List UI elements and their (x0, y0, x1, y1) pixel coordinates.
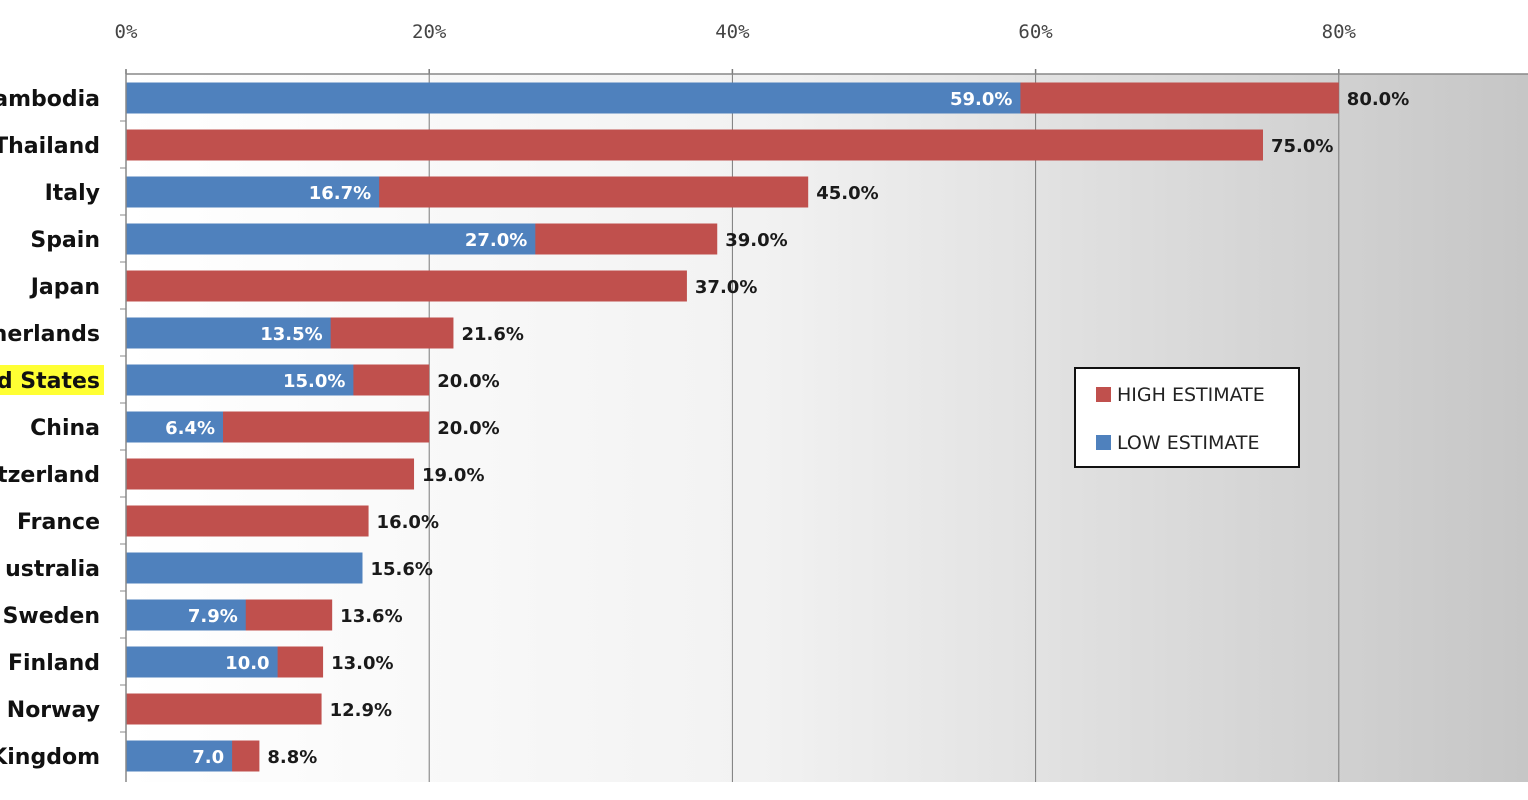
bar (126, 364, 354, 396)
category-label: tzerland (0, 463, 100, 488)
category-labels: ambodia Thailand Italy Spain Japan herlands d … (0, 87, 126, 770)
category-label: China (30, 416, 100, 441)
data-label: 37.0% (695, 277, 757, 298)
category-highlight (0, 365, 104, 395)
category-label: Sweden (3, 604, 100, 629)
data-label: 20.0% (437, 418, 499, 439)
data-label: 16.7% (309, 183, 371, 204)
x-tick-label: 80% (1322, 21, 1357, 43)
data-label: 39.0% (725, 230, 787, 251)
category-label: ustralia (5, 557, 100, 582)
category-label: ambodia (0, 87, 100, 112)
bars (126, 82, 1339, 772)
data-label: 10.0 (225, 653, 269, 674)
data-label: 20.0% (437, 371, 499, 392)
data-label: 7.0 (192, 747, 224, 768)
category-label: Spain (30, 228, 100, 253)
data-label: 8.8% (267, 747, 317, 768)
data-label: 13.5% (260, 324, 322, 345)
x-tick-label: 0% (115, 21, 138, 43)
bar (126, 552, 363, 584)
bar (126, 646, 278, 678)
data-label: 6.4% (165, 418, 215, 439)
bar (126, 693, 322, 725)
bar (126, 223, 536, 255)
data-labels: 80.0% 59.0% 75.0% 45.0% 16.7% 39.0% 27.0% 37.0%… (165, 89, 1409, 768)
category-label: France (17, 510, 100, 535)
data-label: 21.6% (461, 324, 523, 345)
bar (126, 270, 687, 302)
data-label: 59.0% (950, 89, 1012, 110)
category-label: Italy (45, 181, 100, 206)
bar (126, 176, 380, 208)
data-label: 75.0% (1271, 136, 1333, 157)
data-label: 16.0% (377, 512, 439, 533)
bar (126, 740, 233, 772)
legend-label-low-estimate: LOW ESTIMATE (1117, 432, 1260, 454)
bar (126, 411, 224, 443)
category-label: Kingdom (0, 745, 100, 770)
data-label: 45.0% (816, 183, 878, 204)
data-label: 27.0% (465, 230, 527, 251)
category-label: Thailand (0, 134, 100, 159)
bar (126, 317, 331, 349)
category-label: herlands (0, 322, 100, 347)
bar (126, 458, 415, 490)
data-label: 15.0% (283, 371, 345, 392)
bar (126, 82, 1021, 114)
data-label: 13.6% (340, 606, 402, 627)
bar (126, 129, 1263, 161)
bar (126, 599, 246, 631)
bar (126, 505, 369, 537)
data-label: 80.0% (1347, 89, 1409, 110)
category-label: Norway (7, 698, 100, 723)
legend-box (1074, 367, 1300, 468)
data-label: 7.9% (188, 606, 238, 627)
legend: HIGH ESTIMATE LOW ESTIMATE (1074, 367, 1300, 468)
data-label: 19.0% (422, 465, 484, 486)
x-tick-label: 40% (715, 21, 750, 43)
data-label: 13.0% (331, 653, 393, 674)
legend-swatch-low-estimate (1096, 435, 1111, 450)
x-tick-label: 20% (412, 21, 447, 43)
x-tick-label: 60% (1018, 21, 1053, 43)
category-label: d States (0, 369, 100, 394)
x-axis-ticks: 0% 20% 40% 60% 80% (115, 21, 1357, 74)
category-label: Finland (8, 651, 100, 676)
legend-label-high-estimate: HIGH ESTIMATE (1117, 384, 1265, 406)
category-label: Japan (29, 275, 100, 300)
legend-swatch-high-estimate (1096, 387, 1111, 402)
data-label: 15.6% (370, 559, 432, 580)
data-label: 12.9% (330, 700, 392, 721)
